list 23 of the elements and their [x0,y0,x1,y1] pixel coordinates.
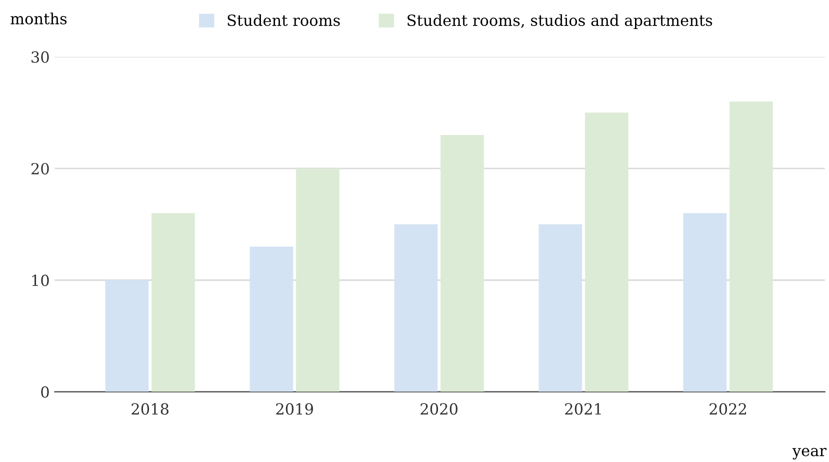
bar [538,224,582,392]
y-tick-label: 30 [32,51,49,63]
bar [105,280,149,392]
x-axis-title: year [792,448,826,460]
x-tick-label: 2021 [565,403,601,415]
bar [729,101,773,392]
y-tick-label: 10 [32,274,49,286]
y-tick-label: 0 [41,386,49,398]
x-tick-label: 2018 [132,403,168,415]
legend-label: Student rooms [228,14,340,26]
bar [152,213,195,392]
bar [394,224,438,392]
y-axis-title: months [10,12,67,24]
y-tick-label: 20 [31,162,49,174]
bar [440,134,484,392]
legend-label: Student rooms, studios and apartments [408,14,712,29]
x-tick-label: 2019 [276,403,313,415]
bar [250,246,294,392]
x-tick-label: 2022 [710,403,746,415]
bar [585,112,628,392]
bar [683,213,727,392]
x-tick-label: 2020 [420,403,458,415]
bar [296,168,340,392]
